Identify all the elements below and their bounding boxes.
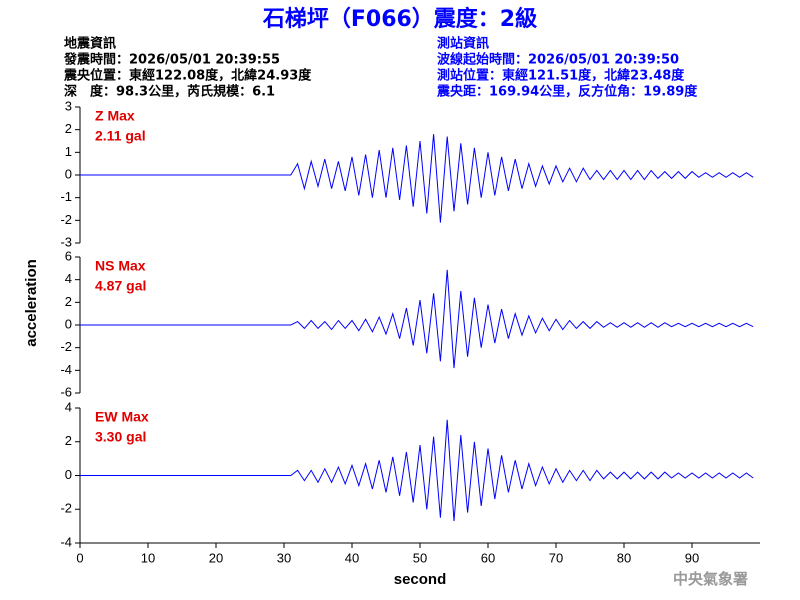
x-axis-label: second (394, 571, 447, 588)
x-tick-label: 10 (141, 550, 155, 565)
info-line: 震央位置：東經122.08度，北緯24.93度 (63, 68, 312, 84)
footer: 中央氣象署 (673, 570, 748, 588)
info-line: 發震時間：2026/05/01 20:39:55 (63, 52, 280, 68)
x-tick-label: 0 (76, 550, 83, 565)
x-tick-label: 50 (413, 550, 427, 565)
y-tick-label: 4 (65, 271, 72, 286)
y-tick-label: 6 (65, 248, 72, 263)
annotation: 4.87 gal (95, 278, 146, 294)
y-tick-label: 4 (65, 399, 72, 414)
y-tick-label: 0 (65, 316, 72, 331)
x-tick-label: 60 (481, 550, 495, 565)
x-tick-label: 90 (685, 550, 699, 565)
y-tick-label: 0 (65, 467, 72, 482)
y-tick-label: -3 (60, 234, 72, 249)
y-tick-label: 0 (65, 166, 72, 181)
annotation: 3.30 gal (95, 429, 146, 445)
x-tick-label: 70 (549, 550, 563, 565)
info-line: 測站位置：東經121.51度，北緯23.48度 (437, 68, 685, 84)
y-tick-label: -4 (60, 362, 72, 377)
info-line: 地震資訊 (64, 36, 116, 52)
waveform (80, 134, 754, 223)
x-tick-label: 80 (617, 550, 631, 565)
info-line: 測站資訊 (437, 36, 489, 52)
x-tick-label: 40 (345, 550, 359, 565)
y-tick-label: 3 (65, 98, 72, 113)
y-tick-label: -2 (60, 212, 72, 227)
station-info: 測站資訊 波線起始時間：2026/05/01 20:39:50 測站位置：東經1… (436, 36, 698, 100)
annotation: EW Max (95, 409, 149, 425)
annotation: NS Max (95, 258, 146, 274)
info-line: 波線起始時間：2026/05/01 20:39:50 (437, 52, 679, 68)
y-tick-label: 1 (65, 144, 72, 159)
y-tick-label: 2 (65, 294, 72, 309)
y-tick-label: 2 (65, 433, 72, 448)
chart-title: 石梯坪（F066）震度：2級 (262, 6, 537, 32)
y-tick-label: 2 (65, 121, 72, 136)
earthquake-info: 地震資訊 發震時間：2026/05/01 20:39:55 震央位置：東經122… (63, 36, 312, 100)
waveform (80, 269, 754, 369)
x-tick-label: 20 (209, 550, 223, 565)
info-line: 深 度：98.3公里，芮氏規模：6.1 (64, 84, 275, 100)
x-tick-label: 30 (277, 550, 291, 565)
annotation: 2.11 gal (95, 128, 146, 144)
y-tick-label: -6 (60, 384, 72, 399)
info-line: 震央距：169.94公里，反方位角：19.89度 (436, 84, 698, 100)
y-axis-label: acceleration (23, 259, 40, 347)
y-tick-label: -1 (60, 189, 72, 204)
y-tick-label: -2 (60, 339, 72, 354)
y-tick-label: -2 (60, 501, 72, 516)
y-tick-label: -4 (60, 534, 72, 549)
waveform (80, 419, 754, 522)
annotation: Z Max (95, 108, 135, 124)
